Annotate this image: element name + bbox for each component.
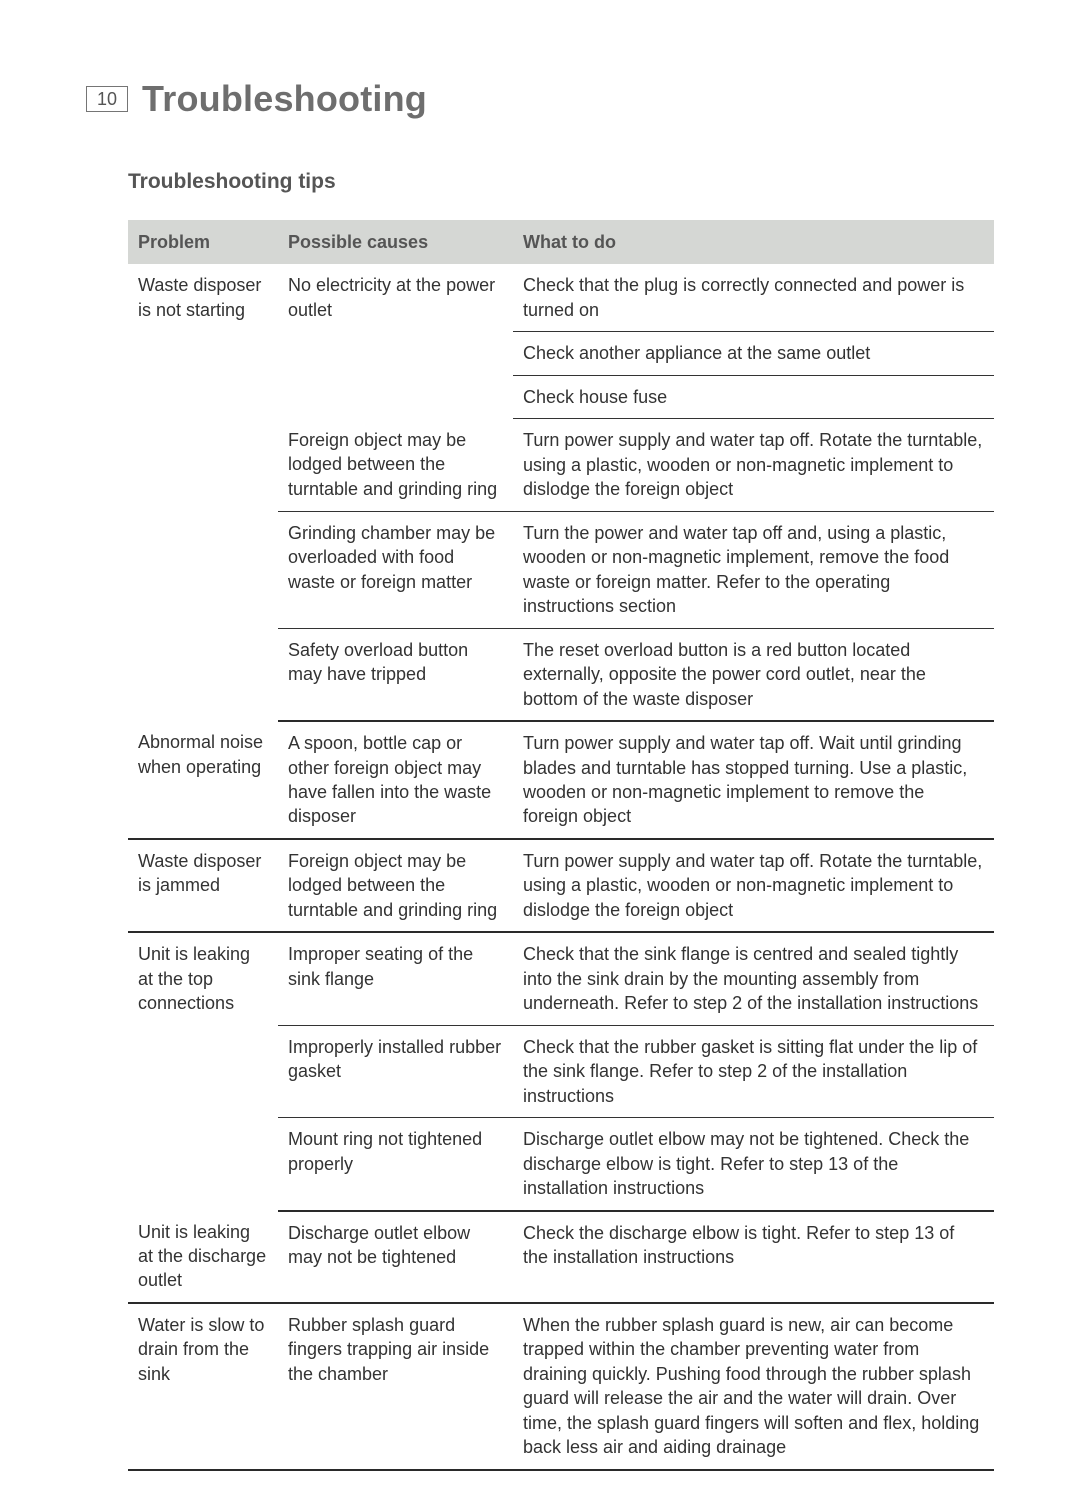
cell-cause: Foreign object may be lodged between the… <box>278 839 513 932</box>
cell-problem: Water is slow to drain from the sink <box>128 1303 278 1470</box>
cell-action: When the rubber splash guard is new, air… <box>513 1303 994 1470</box>
cell-problem: Waste disposer is jammed <box>128 839 278 932</box>
section-title: Troubleshooting tips <box>128 170 994 194</box>
cell-problem: Abnormal noise when operating <box>128 721 278 839</box>
col-header-problem: Problem <box>128 220 278 264</box>
cell-cause: Foreign object may be lodged between the… <box>278 419 513 511</box>
col-header-cause: Possible causes <box>278 220 513 264</box>
cell-problem: Unit is leaking at the top connections <box>128 932 278 1210</box>
cell-cause: Improper seating of the sink flange <box>278 932 513 1025</box>
cell-cause: Mount ring not tightened properly <box>278 1118 513 1211</box>
cell-cause: Improperly installed rubber gasket <box>278 1025 513 1117</box>
table-row: Unit is leaking at the top connections I… <box>128 932 994 1025</box>
table-row: Unit is leaking at the discharge outlet … <box>128 1211 994 1303</box>
cell-action: Turn the power and water tap off and, us… <box>513 511 994 628</box>
cell-action: Check that the rubber gasket is sitting … <box>513 1025 994 1117</box>
cell-action: Check that the plug is correctly connect… <box>513 264 994 331</box>
cell-cause: Discharge outlet elbow may not be tighte… <box>278 1211 513 1303</box>
page-header: 10 Troubleshooting <box>86 78 994 120</box>
table-header-row: Problem Possible causes What to do <box>128 220 994 264</box>
cell-cause: A spoon, bottle cap or other foreign obj… <box>278 721 513 839</box>
table-row: Water is slow to drain from the sink Rub… <box>128 1303 994 1470</box>
cell-cause: No electricity at the power outlet <box>278 264 513 418</box>
cell-cause: Grinding chamber may be overloaded with … <box>278 511 513 628</box>
cell-action: Turn power supply and water tap off. Rot… <box>513 839 994 932</box>
col-header-action: What to do <box>513 220 994 264</box>
cell-problem: Unit is leaking at the discharge outlet <box>128 1211 278 1303</box>
table-body: Waste disposer is not starting No electr… <box>128 264 994 1469</box>
cell-action: Check that the sink flange is centred an… <box>513 932 994 1025</box>
cell-action: Turn power supply and water tap off. Wai… <box>513 721 994 839</box>
table-row: Waste disposer is jammed Foreign object … <box>128 839 994 932</box>
cell-action: Turn power supply and water tap off. Rot… <box>513 419 994 511</box>
page-number-box: 10 <box>86 86 128 112</box>
cell-cause: Rubber splash guard fingers trapping air… <box>278 1303 513 1470</box>
troubleshooting-table: Problem Possible causes What to do Waste… <box>128 220 994 1471</box>
table-row: Abnormal noise when operating A spoon, b… <box>128 721 994 839</box>
page-title: Troubleshooting <box>142 78 427 120</box>
cell-action: Discharge outlet elbow may not be tighte… <box>513 1118 994 1211</box>
cell-problem: Waste disposer is not starting <box>128 264 278 721</box>
cell-action: The reset overload button is a red butto… <box>513 628 994 721</box>
cell-action: Check another appliance at the same outl… <box>513 332 994 375</box>
cell-action: Check house fuse <box>513 375 994 418</box>
cell-action: Check the discharge elbow is tight. Refe… <box>513 1211 994 1303</box>
table-row: Waste disposer is not starting No electr… <box>128 264 994 331</box>
cell-cause: Safety overload button may have tripped <box>278 628 513 721</box>
